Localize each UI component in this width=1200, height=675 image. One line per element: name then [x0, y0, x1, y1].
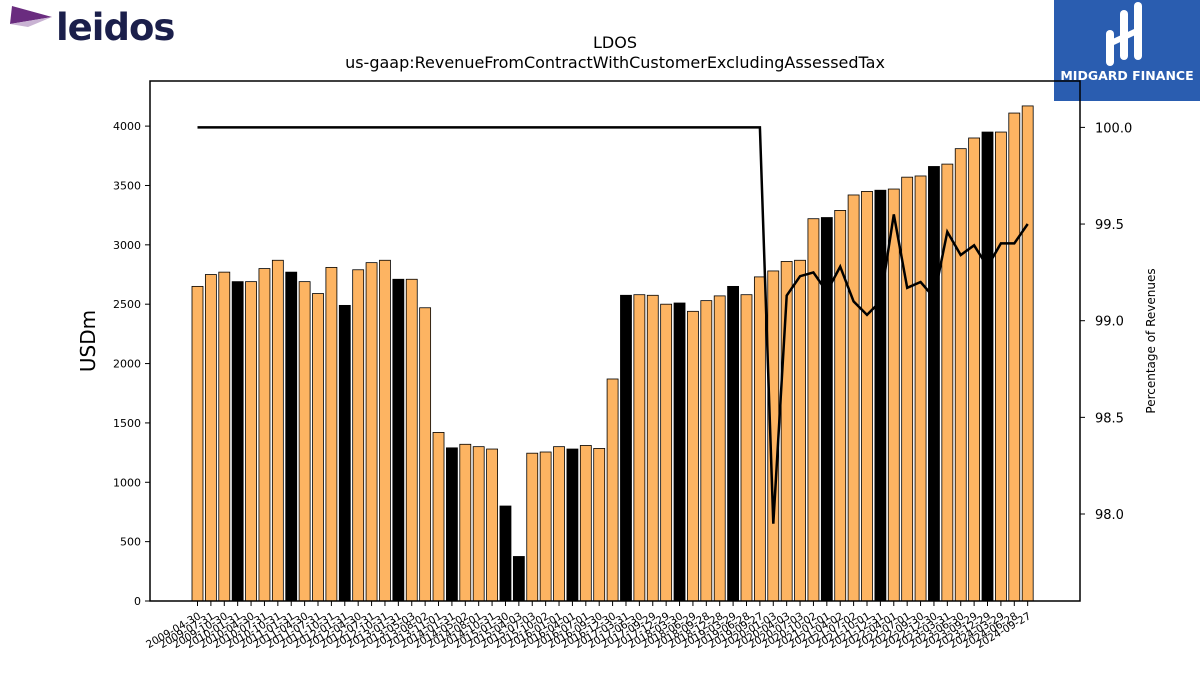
bar-2010-07-31 — [258, 268, 271, 602]
bar-2011-10-31 — [325, 266, 338, 602]
bar-2009-07-31 — [204, 274, 217, 602]
bar-2016-07-01 — [579, 445, 592, 602]
bar-2022-12-30 — [928, 166, 940, 602]
percentage-line-series — [197, 126, 1029, 524]
bar-2009-04-30 — [191, 285, 204, 602]
midgard-finance-text: MIDGARD FINANCE — [1060, 68, 1194, 83]
y-tick-label: 1500 — [113, 417, 141, 430]
bar-2022-09-30 — [914, 175, 927, 602]
bar-2023-06-30 — [954, 148, 967, 602]
bar-2016-04-01 — [566, 448, 579, 602]
bar-2021-12-31 — [874, 189, 887, 602]
bar-2017-12-29 — [660, 303, 673, 602]
bar-2019-06-28 — [740, 294, 753, 602]
chart-title: LDOS — [593, 33, 637, 52]
bar-2024-06-28 — [1008, 112, 1021, 602]
bar-2024-03-29 — [995, 131, 1007, 602]
bar-2011-07-31 — [312, 293, 324, 602]
bar-2016-09-30 — [593, 448, 606, 602]
bar-2014-10-31 — [486, 448, 498, 602]
y-tick-label: 4000 — [113, 120, 141, 133]
bar-2014-05-02 — [459, 443, 472, 602]
y2-tick-label: 99.0 — [1095, 315, 1124, 330]
leidos-wordmark: leidos — [56, 6, 175, 49]
bar-2018-09-28 — [700, 300, 713, 602]
leidos-logo-mark-icon — [10, 6, 52, 27]
y2-tick-label: 99.5 — [1095, 218, 1124, 233]
y2-axis-label: Percentage of Revenues — [1144, 268, 1158, 413]
bar-2012-01-31 — [338, 304, 351, 602]
midgard-finance-mark-icon — [1106, 2, 1142, 66]
y2-tick-label: 98.5 — [1095, 411, 1124, 426]
x-axis: 2009-04-302009-07-312009-10-302010-01-31… — [144, 601, 1033, 651]
bar-2010-01-31 — [231, 281, 244, 602]
bar-2021-01-01 — [820, 217, 833, 602]
y-tick-label: 3000 — [113, 239, 141, 252]
bar-2016-01-01 — [553, 446, 565, 602]
bar-2022-07-01 — [901, 176, 914, 602]
bar-2019-09-27 — [753, 276, 766, 602]
y2-tick-label: 100.0 — [1095, 121, 1132, 136]
bar-2023-12-29 — [981, 131, 994, 602]
bar-2015-04-03 — [512, 556, 525, 602]
bar-2013-11-01 — [432, 432, 445, 602]
bar-2015-01-30 — [499, 505, 512, 602]
bar-2023-09-29 — [968, 137, 981, 602]
bar-2014-08-01 — [472, 446, 485, 602]
y-tick-label: 3500 — [113, 179, 141, 192]
bar-2012-04-30 — [352, 269, 365, 602]
bar-2018-03-30 — [673, 302, 686, 602]
bar-2019-03-29 — [727, 285, 739, 602]
bar-2011-04-30 — [298, 281, 311, 602]
bar-2013-01-31 — [392, 278, 405, 602]
bar-2015-10-02 — [539, 451, 552, 602]
bar-2021-07-02 — [847, 194, 860, 602]
bar-2024-09-27 — [1021, 105, 1034, 602]
bar-series — [191, 105, 1034, 602]
leidos-logo: leidos — [6, 4, 176, 50]
bar-2018-06-29 — [687, 310, 699, 602]
right-y-axis: 98.0 98.5 99.0 99.5 100.0 — [1080, 121, 1132, 523]
bar-2013-05-03 — [405, 278, 418, 602]
y-tick-label: 1000 — [113, 476, 141, 489]
bar-2012-07-31 — [365, 262, 378, 602]
y-axis-label: USDm — [76, 310, 100, 372]
midgard-finance-logo: MIDGARD FINANCE — [1054, 0, 1200, 101]
bar-2021-10-01 — [861, 191, 873, 602]
bar-2011-01-31 — [285, 271, 298, 602]
bar-2014-01-31 — [446, 447, 458, 602]
bar-2022-04-01 — [887, 188, 900, 602]
percentage-line — [197, 126, 1029, 524]
y-tick-label: 2000 — [113, 358, 141, 371]
bar-2017-06-30 — [633, 294, 646, 602]
bar-2010-10-31 — [271, 259, 284, 602]
bar-2010-04-30 — [245, 281, 257, 602]
chart-subtitle: us-gaap:RevenueFromContractWithCustomerE… — [345, 53, 885, 72]
bar-2015-07-03 — [526, 452, 539, 602]
bar-2013-08-02 — [419, 307, 432, 602]
bar-2009-10-30 — [218, 271, 231, 602]
left-y-axis: 0 500 1000 1500 2000 2500 3000 3500 4000 — [113, 120, 150, 608]
bar-2018-12-28 — [713, 295, 726, 602]
y-tick-label: 2500 — [113, 298, 141, 311]
bar-2012-10-31 — [379, 259, 391, 602]
y2-tick-label: 98.0 — [1095, 508, 1124, 523]
bar-2017-03-31 — [620, 294, 632, 602]
y-tick-label: 500 — [120, 536, 141, 549]
bar-2020-07-03 — [794, 259, 806, 602]
bar-2017-09-29 — [646, 294, 659, 602]
plot-frame — [149, 80, 1081, 602]
bar-2016-12-30 — [606, 378, 619, 602]
y-tick-label: 0 — [134, 595, 141, 608]
